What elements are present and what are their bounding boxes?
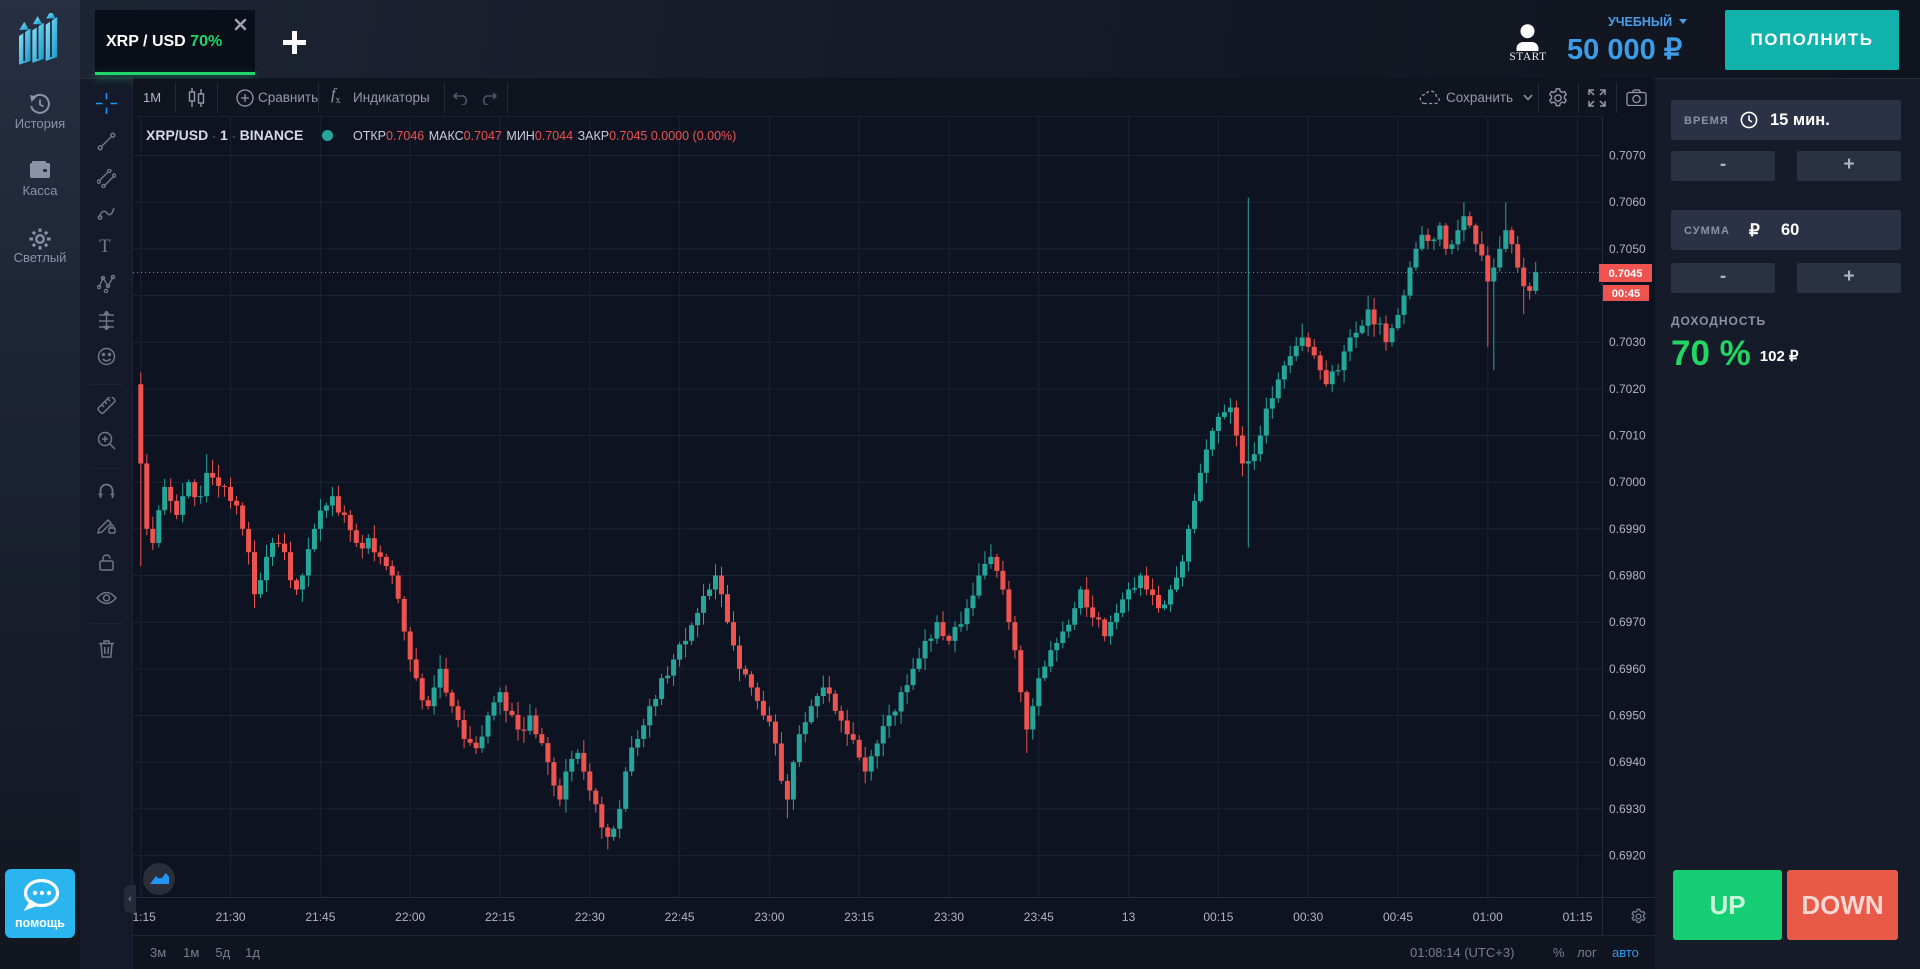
svg-text:21:15: 21:15 [126, 910, 156, 924]
svg-text:0.6920: 0.6920 [1609, 849, 1646, 863]
svg-text:0.7010: 0.7010 [1609, 429, 1646, 443]
svg-text:23:45: 23:45 [1024, 910, 1054, 924]
svg-text:0.6970: 0.6970 [1609, 615, 1646, 629]
svg-text:0.6940: 0.6940 [1609, 755, 1646, 769]
svg-text:0.6980: 0.6980 [1609, 569, 1646, 583]
svg-text:0.7070: 0.7070 [1609, 149, 1646, 163]
svg-text:21:45: 21:45 [305, 910, 335, 924]
svg-text:0.7045: 0.7045 [1609, 268, 1643, 280]
svg-text:0.6960: 0.6960 [1609, 662, 1646, 676]
svg-text:00:30: 00:30 [1293, 910, 1323, 924]
svg-text:0.7020: 0.7020 [1609, 382, 1646, 396]
svg-text:0.6930: 0.6930 [1609, 802, 1646, 816]
svg-text:00:45: 00:45 [1383, 910, 1413, 924]
svg-text:00:15: 00:15 [1203, 910, 1233, 924]
svg-text:0.6990: 0.6990 [1609, 522, 1646, 536]
svg-text:22:45: 22:45 [665, 910, 695, 924]
svg-text:0.7000: 0.7000 [1609, 475, 1646, 489]
svg-text:22:00: 22:00 [395, 910, 425, 924]
svg-text:23:00: 23:00 [754, 910, 784, 924]
svg-text:0.7050: 0.7050 [1609, 242, 1646, 256]
svg-text:23:30: 23:30 [934, 910, 964, 924]
svg-text:0.7060: 0.7060 [1609, 195, 1646, 209]
svg-text:23:15: 23:15 [844, 910, 874, 924]
svg-text:00:45: 00:45 [1612, 288, 1640, 300]
svg-text:13: 13 [1122, 910, 1136, 924]
svg-text:01:15: 01:15 [1563, 910, 1593, 924]
svg-text:22:15: 22:15 [485, 910, 515, 924]
svg-text:22:30: 22:30 [575, 910, 605, 924]
svg-text:21:30: 21:30 [216, 910, 246, 924]
svg-text:0.7030: 0.7030 [1609, 335, 1646, 349]
svg-text:01:00: 01:00 [1473, 910, 1503, 924]
svg-text:0.6950: 0.6950 [1609, 709, 1646, 723]
